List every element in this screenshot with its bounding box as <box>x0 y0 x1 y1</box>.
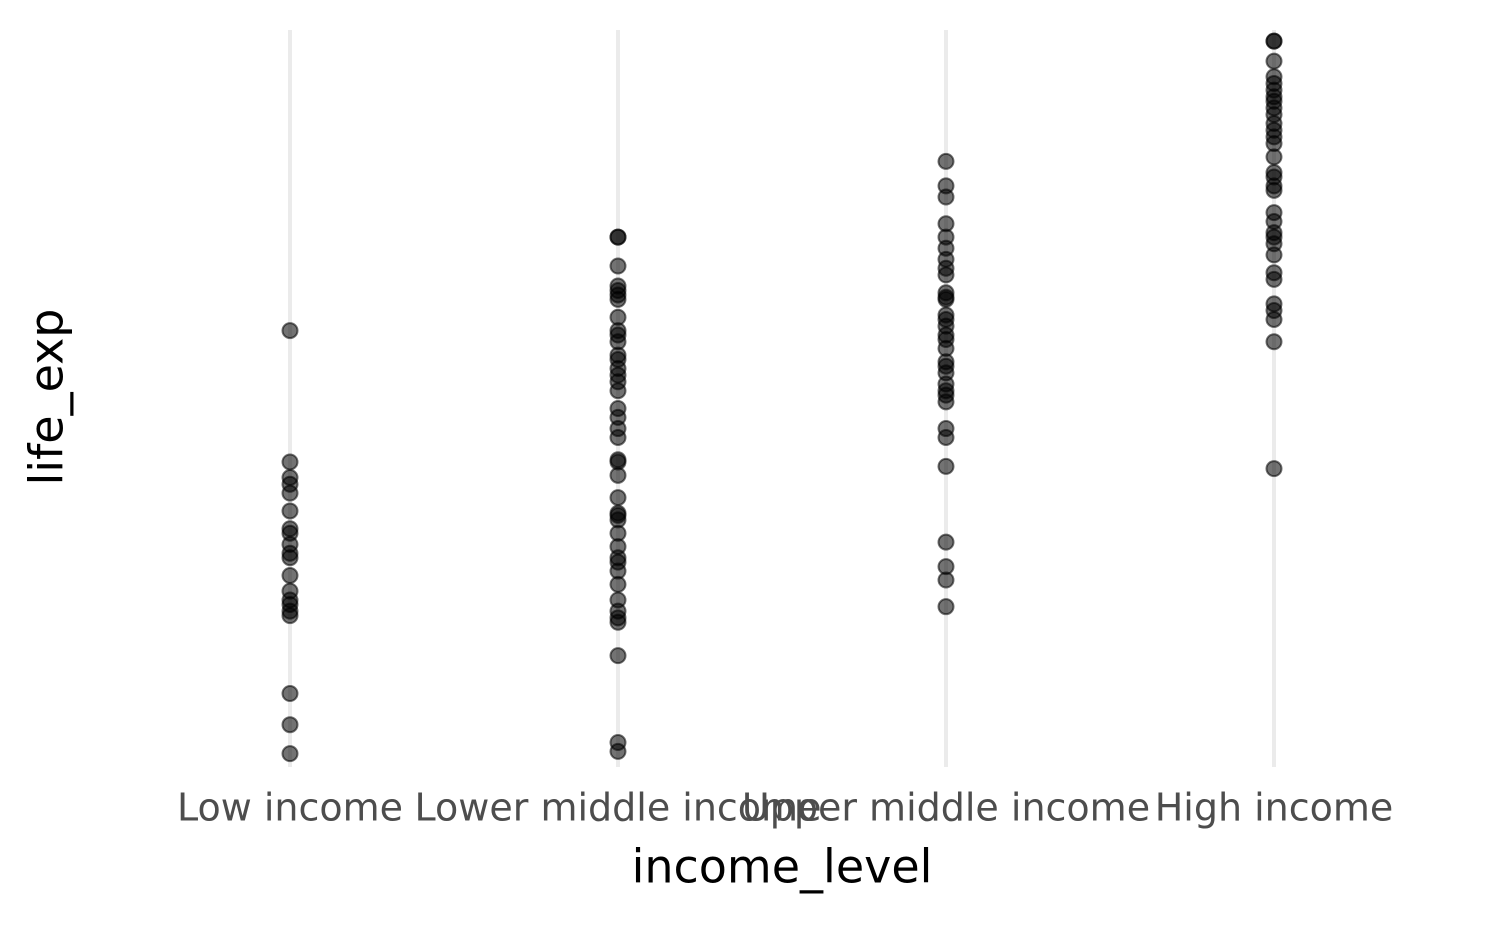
point <box>609 489 627 507</box>
point <box>281 549 299 567</box>
point <box>1265 148 1283 166</box>
point <box>937 152 955 170</box>
point <box>1265 333 1283 351</box>
x-axis-title: income_level <box>632 840 933 894</box>
point <box>609 466 627 484</box>
point <box>609 575 627 593</box>
x-tick-label: High income <box>1155 786 1394 830</box>
point <box>609 647 627 665</box>
point <box>609 613 627 631</box>
point <box>937 598 955 616</box>
x-tick-label: Lower middle income <box>415 786 822 830</box>
point <box>937 188 955 206</box>
point <box>609 290 627 308</box>
point <box>1265 270 1283 288</box>
point <box>281 685 299 703</box>
point <box>281 453 299 471</box>
point <box>1265 246 1283 264</box>
point <box>281 322 299 340</box>
point <box>937 533 955 551</box>
point <box>937 457 955 475</box>
point <box>281 484 299 502</box>
point <box>281 502 299 520</box>
point <box>609 742 627 760</box>
point <box>937 428 955 446</box>
x-tick-label: Low income <box>177 786 403 830</box>
point <box>281 745 299 763</box>
point <box>937 290 955 308</box>
point <box>937 571 955 589</box>
point <box>609 382 627 400</box>
point <box>609 257 627 275</box>
x-tick-label: Upper middle income <box>742 786 1150 830</box>
point <box>1265 52 1283 70</box>
y-axis-title: life_exp <box>20 309 74 486</box>
point <box>937 266 955 284</box>
point <box>281 716 299 734</box>
point <box>1265 310 1283 328</box>
point <box>1265 181 1283 199</box>
point <box>281 567 299 585</box>
point <box>609 228 627 246</box>
point <box>937 393 955 411</box>
point <box>609 428 627 446</box>
point <box>281 607 299 625</box>
point <box>1265 460 1283 478</box>
point <box>1265 32 1283 50</box>
